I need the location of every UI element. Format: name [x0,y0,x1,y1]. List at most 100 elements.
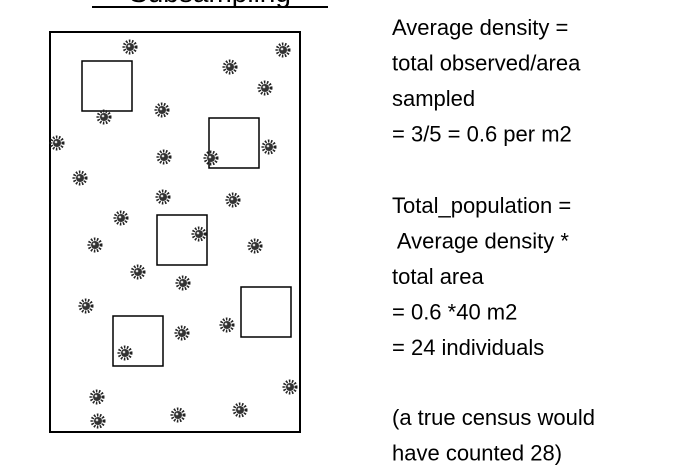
organism [225,192,241,208]
organism [156,149,172,165]
organism-spikes [156,149,172,165]
organism-body [159,193,167,201]
text-line: Average density = [392,15,568,40]
organism-spikes [130,264,146,280]
text-line: = 24 individuals [392,335,544,360]
organism-body [160,153,168,161]
quadrat [156,214,208,266]
organism [130,264,146,280]
organism-body [207,154,215,162]
quadrats [81,60,292,367]
organism-spot [127,44,131,48]
organism-spikes [203,150,219,166]
organism-spot [122,350,126,354]
organism-body [236,406,244,414]
organism-spot [118,215,122,219]
organism [117,345,133,361]
organism-spot [159,107,163,111]
organism [90,413,106,429]
organism-body [265,143,273,151]
organism-spot [83,303,87,307]
organism [89,389,105,405]
organism [78,298,94,314]
organism-body [93,393,101,401]
organism-body [286,383,294,391]
organism-body [229,196,237,204]
organism [275,42,291,58]
organism-body [100,113,108,121]
organism-spot [160,194,164,198]
organism-body [226,63,234,71]
organism [203,150,219,166]
organism-spikes [219,317,235,333]
organism [122,39,138,55]
organism-spot [266,144,270,148]
organism-spikes [191,226,207,242]
organism-spot [94,394,98,398]
text-line: sampled [392,86,475,111]
organism-body [158,106,166,114]
organism [175,275,191,291]
organism-body [261,84,269,92]
quadrat [208,117,260,169]
organism-body [178,329,186,337]
organism-spot [262,85,266,89]
organism-spot [230,197,234,201]
quadrat [81,60,133,112]
organism-spikes [232,402,248,418]
organism-spikes [222,59,238,75]
organism [96,109,112,125]
text-line: Average density * [392,229,569,254]
organism [191,226,207,242]
organism-spikes [113,210,129,226]
text-line: = 0.6 *40 m2 [392,300,517,325]
organism [219,317,235,333]
text-line: total area [392,264,484,289]
organism-spot [280,47,284,51]
organisms [49,39,298,429]
organism-spikes [78,298,94,314]
organism [261,139,277,155]
organism-spikes [154,102,170,118]
organism-spikes [175,275,191,291]
organism-spot [92,242,96,246]
organism [174,325,190,341]
organism-spot [95,418,99,422]
organism-spot [161,154,165,158]
organism [72,170,88,186]
organism-spot [196,231,200,235]
organism [257,80,273,96]
organism-spikes [257,80,273,96]
organism-spikes [225,192,241,208]
organism-spot [224,322,228,326]
organism [154,102,170,118]
organism-spikes [282,379,298,395]
organism [87,237,103,253]
text-line: total observed/area [392,51,581,76]
text-block: Average density = total observed/area samp… [392,15,595,466]
organism-spikes [247,238,263,254]
organism-spot [135,269,139,273]
organism-spot [101,114,105,118]
organism [155,189,171,205]
study-area [49,31,301,433]
quadrat [112,315,164,367]
text-line: Total_population = [392,193,571,218]
organism-spot [237,407,241,411]
organism [222,59,238,75]
text-line: (a true census would [392,405,595,430]
organism-spikes [155,189,171,205]
organism-spikes [89,389,105,405]
organism-body [179,279,187,287]
organism-spikes [87,237,103,253]
organism-spot [77,175,81,179]
organism-spikes [90,413,106,429]
organism-body [94,417,102,425]
organism [247,238,263,254]
organism-spot [208,155,212,159]
organism-body [91,241,99,249]
organism-body [134,268,142,276]
organism [49,135,65,151]
organism-spot [179,330,183,334]
